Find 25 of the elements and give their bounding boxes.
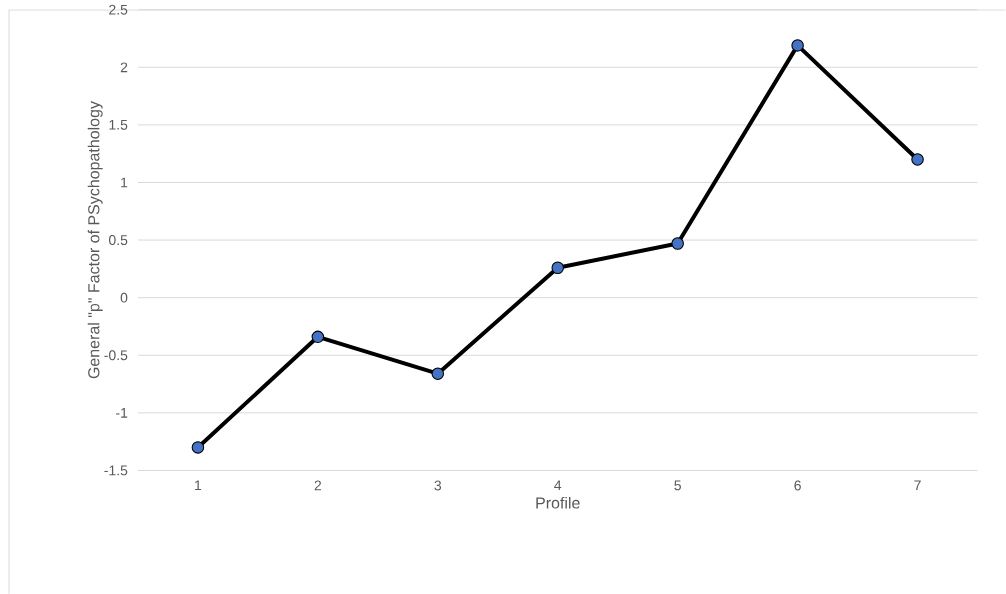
x-tick-label: 6 — [794, 480, 801, 491]
y-tick-label: -1.5 — [104, 465, 128, 476]
y-axis-title: General "p" Factor of PSychopathology — [87, 101, 103, 379]
x-tick-label: 1 — [195, 480, 202, 491]
y-tick-label: -0.5 — [104, 350, 128, 361]
y-tick-label: 1 — [121, 177, 128, 188]
y-tick-label: 0.5 — [108, 235, 128, 245]
x-axis-title: Profile — [536, 496, 580, 509]
point — [791, 39, 804, 52]
y-tick-label: 1.5 — [109, 119, 128, 130]
point — [191, 441, 205, 454]
x-tick-label: 2 — [314, 480, 322, 491]
y-tick-label: 0 — [120, 292, 128, 303]
y-tick-label: 2 — [120, 62, 128, 73]
point — [671, 237, 684, 250]
point — [551, 261, 564, 274]
point — [431, 367, 445, 380]
x-tick-label: 4 — [554, 480, 562, 491]
point — [911, 153, 924, 166]
x-tick-label: 5 — [674, 480, 681, 491]
x-tick-label: 3 — [434, 480, 442, 491]
y-tick-label: -1 — [116, 407, 128, 418]
y-tick-label: 2.5 — [109, 4, 128, 15]
point — [311, 330, 325, 343]
x-tick-label: 7 — [914, 480, 921, 491]
